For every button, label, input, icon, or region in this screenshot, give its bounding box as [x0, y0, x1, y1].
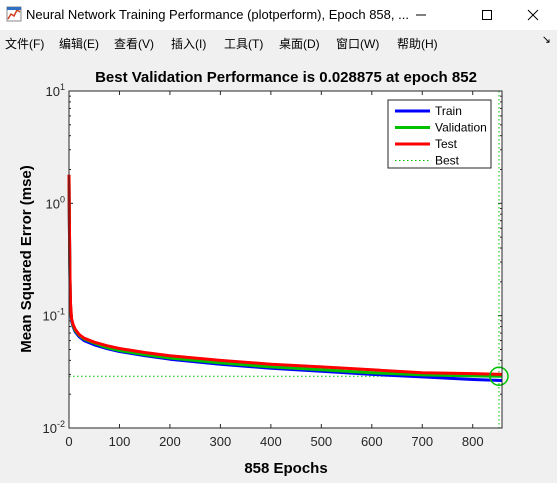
y-tick-base: 10	[46, 196, 60, 211]
maximize-button[interactable]	[464, 0, 510, 30]
title-bar: Neural Network Training Performance (plo…	[0, 0, 557, 30]
menu-view[interactable]: 查看(V)	[114, 37, 154, 51]
legend-label-train: Train	[435, 104, 462, 118]
x-tick-label: 800	[462, 434, 484, 449]
legend-label-test: Test	[435, 137, 458, 151]
y-tick-exponent: 1	[60, 82, 65, 92]
menu-file[interactable]: 文件(F)	[5, 37, 45, 51]
menu-insert[interactable]: 插入(I)	[171, 37, 207, 51]
menu-desktop[interactable]: 桌面(D)	[279, 37, 320, 51]
chart-title: Best Validation Performance is 0.028875 …	[95, 69, 477, 86]
series-line-test	[67, 174, 503, 376]
y-tick-exponent: -1	[57, 307, 65, 317]
menu-bar: 文件(F) 编辑(E) 查看(V) 插入(I) 工具(T) 桌面(D) 窗口(W…	[0, 30, 557, 54]
y-tick-label: 10-1	[43, 307, 65, 324]
y-tick-label: 10-2	[43, 419, 65, 436]
y-axis-label: Mean Squared Error (mse)	[18, 165, 35, 353]
window-title: Neural Network Training Performance (plo…	[26, 7, 409, 22]
performance-chart: Best Validation Performance is 0.028875 …	[18, 69, 509, 477]
matlab-figure-icon	[6, 6, 22, 22]
x-tick-label: 200	[159, 434, 181, 449]
y-tick-label: 101	[46, 82, 65, 99]
legend-label-validation: Validation	[435, 121, 487, 135]
maximize-icon	[482, 10, 492, 20]
menu-window[interactable]: 窗口(W)	[336, 37, 380, 51]
best-marker	[489, 366, 509, 387]
x-axis-label: 858 Epochs	[244, 460, 327, 477]
x-tick-label: 400	[260, 434, 282, 449]
menu-tools[interactable]: 工具(T)	[224, 37, 264, 51]
x-tick-label: 0	[65, 434, 72, 449]
menu-edit[interactable]: 编辑(E)	[59, 37, 99, 51]
close-icon	[527, 9, 539, 21]
menu-help[interactable]: 帮助(H)	[397, 37, 438, 51]
toolbar-toggle-icon[interactable]: ↘	[541, 34, 551, 46]
legend-label-best: Best	[435, 154, 460, 168]
x-axis: 0 100 200 300 400 500 600 700 800	[65, 91, 484, 449]
x-tick-label: 300	[210, 434, 232, 449]
close-button[interactable]	[510, 0, 556, 30]
legend: Train Validation Test Best	[387, 99, 492, 169]
x-tick-label: 700	[411, 434, 433, 449]
plot-frame	[68, 90, 503, 429]
y-tick-base: 10	[43, 309, 57, 324]
x-tick-label: 500	[310, 434, 332, 449]
y-tick-base: 10	[43, 421, 57, 436]
minimize-icon	[416, 14, 426, 16]
y-tick-exponent: -2	[57, 419, 65, 429]
y-tick-label: 100	[46, 194, 65, 211]
y-tick-exponent: 0	[60, 194, 65, 204]
minimize-button[interactable]	[398, 0, 444, 30]
figure-canvas: Best Validation Performance is 0.028875 …	[0, 55, 557, 478]
series-group	[67, 91, 509, 428]
y-tick-base: 10	[46, 84, 60, 99]
x-tick-label: 600	[361, 434, 383, 449]
x-tick-label: 100	[109, 434, 131, 449]
